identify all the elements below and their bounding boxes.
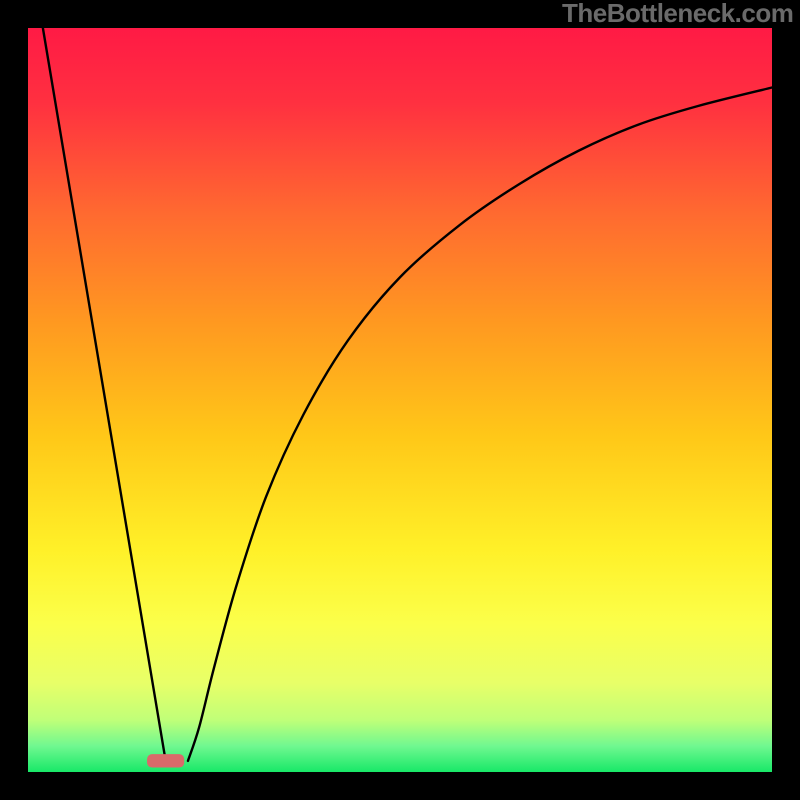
chart-frame: TheBottleneck.com — [0, 0, 800, 800]
bottleneck-chart — [0, 0, 800, 800]
optimal-marker — [147, 754, 184, 767]
chart-background — [28, 28, 772, 772]
watermark-text: TheBottleneck.com — [562, 0, 793, 29]
